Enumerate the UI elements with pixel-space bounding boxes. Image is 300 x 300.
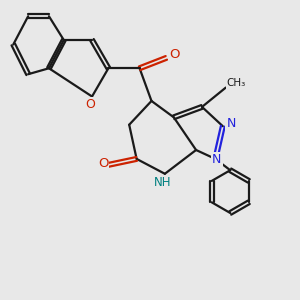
Text: CH₃: CH₃	[226, 78, 246, 88]
Text: O: O	[85, 98, 95, 111]
Text: O: O	[169, 48, 180, 61]
Text: N: N	[226, 117, 236, 130]
Text: N: N	[212, 153, 222, 166]
Text: NH: NH	[154, 176, 171, 189]
Text: O: O	[98, 157, 108, 170]
